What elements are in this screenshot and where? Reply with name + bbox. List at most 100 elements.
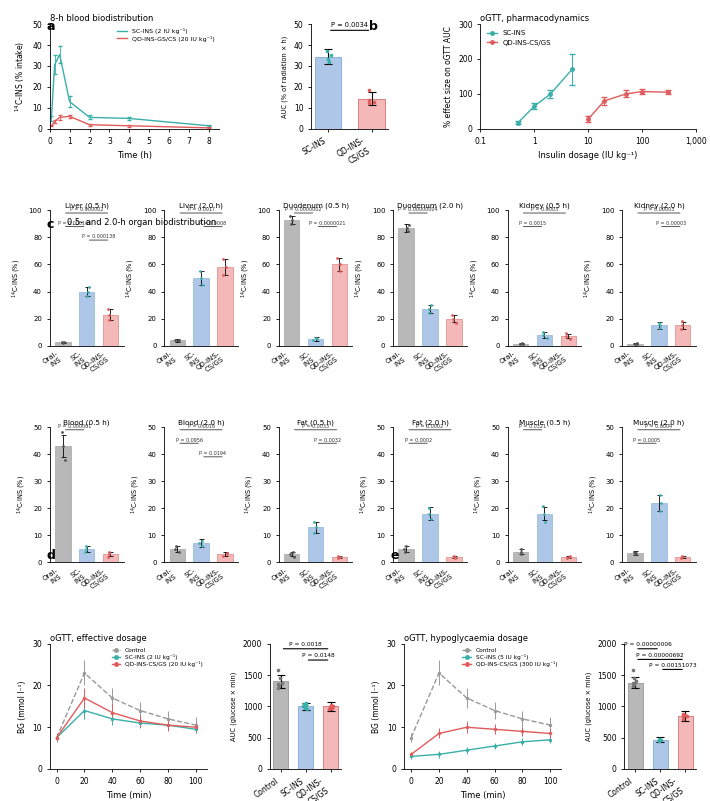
Point [300,698,312,711]
Point [81,540,92,553]
Y-axis label: AUC (% of radiation × h): AUC (% of radiation × h) [282,35,288,118]
Bar [103,554,118,562]
Bar [170,340,185,346]
X-axis label: Time (min): Time (min) [106,791,151,800]
Text: P = 0.0004: P = 0.0004 [645,424,672,429]
Title: Muscle (2.0 h): Muscle (2.0 h) [633,419,684,426]
X-axis label: Time (h): Time (h) [117,151,152,160]
Point [560,327,572,340]
Text: e: e [391,549,399,562]
Bar [628,553,643,562]
Point [273,681,284,694]
X-axis label: Time (min): Time (min) [460,791,506,800]
Point [563,550,574,563]
Text: P = 0.00151073: P = 0.00151073 [649,662,697,667]
Title: Kidney (2.0 h): Kidney (2.0 h) [633,203,684,209]
Y-axis label: $^{14}$C-INS (%): $^{14}$C-INS (%) [354,259,366,298]
Text: P = 0.0005: P = 0.0005 [633,437,660,443]
Point [655,733,667,746]
Point [403,224,414,237]
Point [515,548,527,561]
Bar [284,219,300,346]
Text: P = 0.0008: P = 0.0008 [200,221,226,226]
Point [564,549,575,562]
Point [288,545,299,558]
Text: P = 0.0321: P = 0.0321 [519,424,546,429]
Point [273,678,284,690]
Y-axis label: $^{14}$C-INS (%): $^{14}$C-INS (%) [359,475,371,514]
Point [676,552,687,565]
Point [627,680,638,693]
Point [302,702,313,715]
Point [325,49,337,62]
Bar [323,706,338,769]
Point [194,537,205,549]
Y-axis label: BG (mmol l⁻¹): BG (mmol l⁻¹) [372,680,381,733]
Title: Duodenum (2.0 h): Duodenum (2.0 h) [397,203,463,209]
Text: P = 0.0002: P = 0.0002 [416,424,444,429]
Point [274,672,285,685]
Y-axis label: $^{14}$C-INS (%): $^{14}$C-INS (%) [239,259,252,298]
Point [60,453,71,466]
Text: P = 0.0956: P = 0.0956 [175,437,202,443]
Point [654,316,665,329]
Text: P = 0.0016: P = 0.0016 [187,424,214,429]
Y-axis label: $^{14}$C-INS (%): $^{14}$C-INS (%) [125,259,138,298]
Bar [193,278,209,346]
Y-axis label: $^{14}$C-INS (%): $^{14}$C-INS (%) [244,475,256,514]
Text: P = 0.0148: P = 0.0148 [302,653,334,658]
Point [677,319,688,332]
Point [288,550,300,563]
Title: Kidney (0.5 h): Kidney (0.5 h) [519,203,570,209]
Point [324,55,335,68]
Point [679,709,691,722]
Text: 8-h blood biodistribution: 8-h blood biodistribution [50,14,153,23]
Point [173,545,185,558]
Point [423,507,435,520]
Point [273,680,285,693]
Point [363,96,374,109]
Point [310,521,322,533]
Y-axis label: $^{14}$C-INS (% intake): $^{14}$C-INS (% intake) [13,41,27,112]
Text: P = 0.0003: P = 0.0003 [531,207,558,212]
Point [564,332,576,345]
Text: P = 0.0000021: P = 0.0000021 [309,221,346,226]
Bar [652,739,667,769]
Bar [513,344,528,346]
Point [447,308,458,321]
Point [58,440,69,453]
Text: P = 0.0015: P = 0.0015 [519,221,546,226]
Point [537,499,549,512]
Legend: SC-INS (2 IU kg⁻¹), QD-INS-GS/CS (20 IU kg⁻¹): SC-INS (2 IU kg⁻¹), QD-INS-GS/CS (20 IU … [116,27,216,43]
Point [311,332,322,345]
Bar [560,557,576,562]
Point [169,542,180,555]
Bar [55,446,70,562]
Bar [217,268,233,346]
Title: Duodenum (0.5 h): Duodenum (0.5 h) [283,203,349,209]
Point [326,701,337,714]
Point [58,336,70,348]
Bar [298,706,313,769]
Point [326,702,337,714]
Point [677,708,689,721]
Y-axis label: % effect size on oGTT AUC: % effect size on oGTT AUC [444,26,452,127]
Point [676,550,687,563]
Point [285,209,296,222]
Bar [332,557,347,562]
Point [194,265,205,278]
Point [423,502,435,515]
Point [516,336,528,349]
Bar [217,554,233,562]
Point [301,697,312,710]
Y-axis label: $^{14}$C-INS (%): $^{14}$C-INS (%) [15,475,28,514]
Point [173,335,184,348]
Bar [79,549,94,562]
Point [399,542,410,555]
Y-axis label: $^{14}$C-INS (%): $^{14}$C-INS (%) [587,475,600,514]
Text: a: a [46,20,55,33]
Point [173,333,184,346]
Point [217,549,229,562]
Point [83,281,94,294]
Point [541,331,552,344]
